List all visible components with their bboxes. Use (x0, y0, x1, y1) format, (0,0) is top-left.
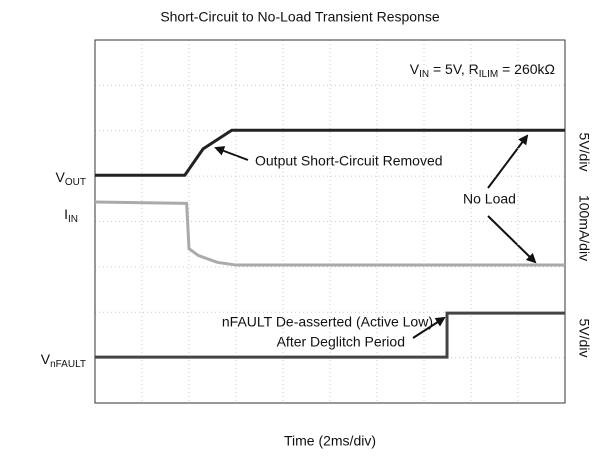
text-segment: I (64, 206, 68, 222)
text-segment: V (41, 351, 51, 367)
series-label: VnFAULT (41, 351, 86, 370)
trace (95, 128, 565, 177)
channel-scale: 5V/div (576, 319, 592, 358)
text-segment: = 260kΩ (498, 61, 555, 77)
trace (95, 311, 565, 359)
chart-title: Short-Circuit to No-Load Transient Respo… (160, 9, 440, 25)
text-segment: nFAULT (50, 359, 86, 370)
text-segment: IN (419, 69, 429, 80)
annotation: After Deglitch Period (277, 334, 405, 350)
text-segment: V (56, 169, 66, 185)
channel-scale: 100mA/div (576, 195, 592, 261)
text-segment: V (410, 61, 420, 77)
series-label: VOUT (56, 169, 86, 188)
arrow (214, 146, 249, 161)
series-label: IIN (64, 206, 78, 225)
condition-label: VIN = 5V, RILIM = 260kΩ (410, 61, 555, 80)
trace (94, 200, 565, 267)
channel-scale: 5V/div (576, 133, 592, 172)
arrows (214, 134, 537, 339)
arrow (412, 316, 446, 339)
annotation: Output Short-Circuit Removed (255, 153, 443, 169)
arrow (487, 134, 529, 189)
annotation: No Load (463, 191, 516, 207)
text-segment: = 5V, R (429, 61, 479, 77)
plot-frame (94, 39, 566, 404)
arrow (487, 215, 537, 264)
text-segment: OUT (65, 177, 86, 188)
text-segment: IN (68, 214, 78, 225)
x-axis-label: Time (2ms/div) (284, 433, 376, 449)
annotation: nFAULT De-asserted (Active Low) (222, 314, 433, 330)
text-segment: ILIM (479, 69, 498, 80)
